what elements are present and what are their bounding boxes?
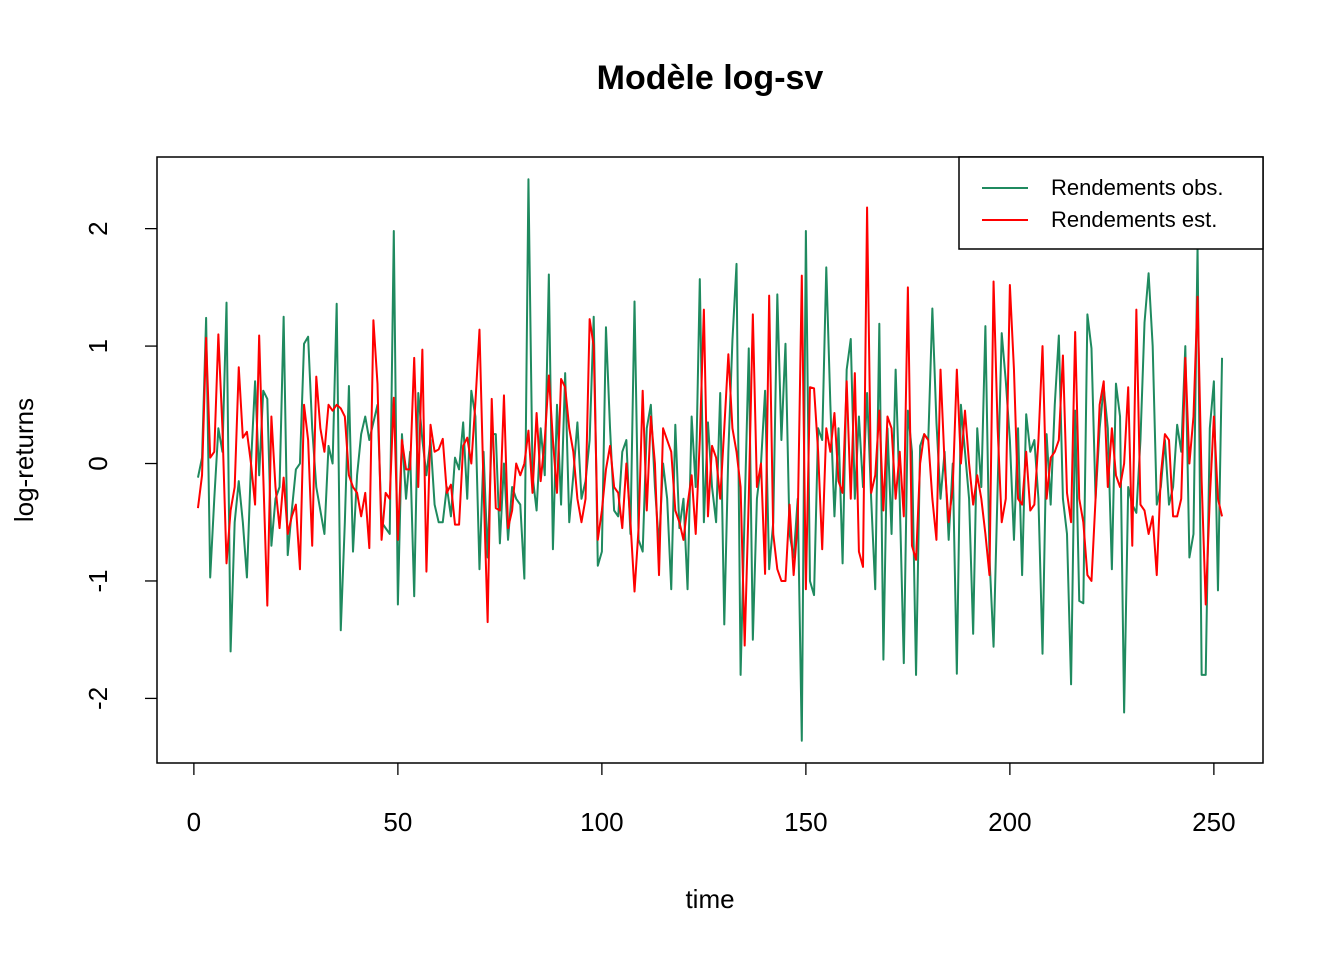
series-line [196, 206, 1224, 647]
series-line [196, 178, 1224, 742]
legend-label: Rendements est. [1051, 207, 1217, 232]
x-tick-label: 250 [1192, 807, 1235, 837]
x-tick-label: 100 [580, 807, 623, 837]
y-tick-label: -1 [83, 569, 113, 592]
y-tick-label: 1 [83, 339, 113, 353]
legend-box [958, 156, 1264, 250]
legend-label: Rendements obs. [1051, 175, 1223, 200]
x-tick-label: 50 [383, 807, 412, 837]
x-tick-label: 150 [784, 807, 827, 837]
plot-frame [156, 156, 1264, 764]
y-axis-label: log-returns [9, 398, 39, 522]
chart-title: Modèle log-sv [597, 59, 824, 97]
y-tick-label: -2 [83, 687, 113, 710]
y-tick-label: 2 [83, 221, 113, 235]
y-tick-label: 0 [83, 456, 113, 470]
x-tick-label: 0 [187, 807, 201, 837]
x-tick-label: 200 [988, 807, 1031, 837]
x-axis-label: time [685, 884, 734, 914]
